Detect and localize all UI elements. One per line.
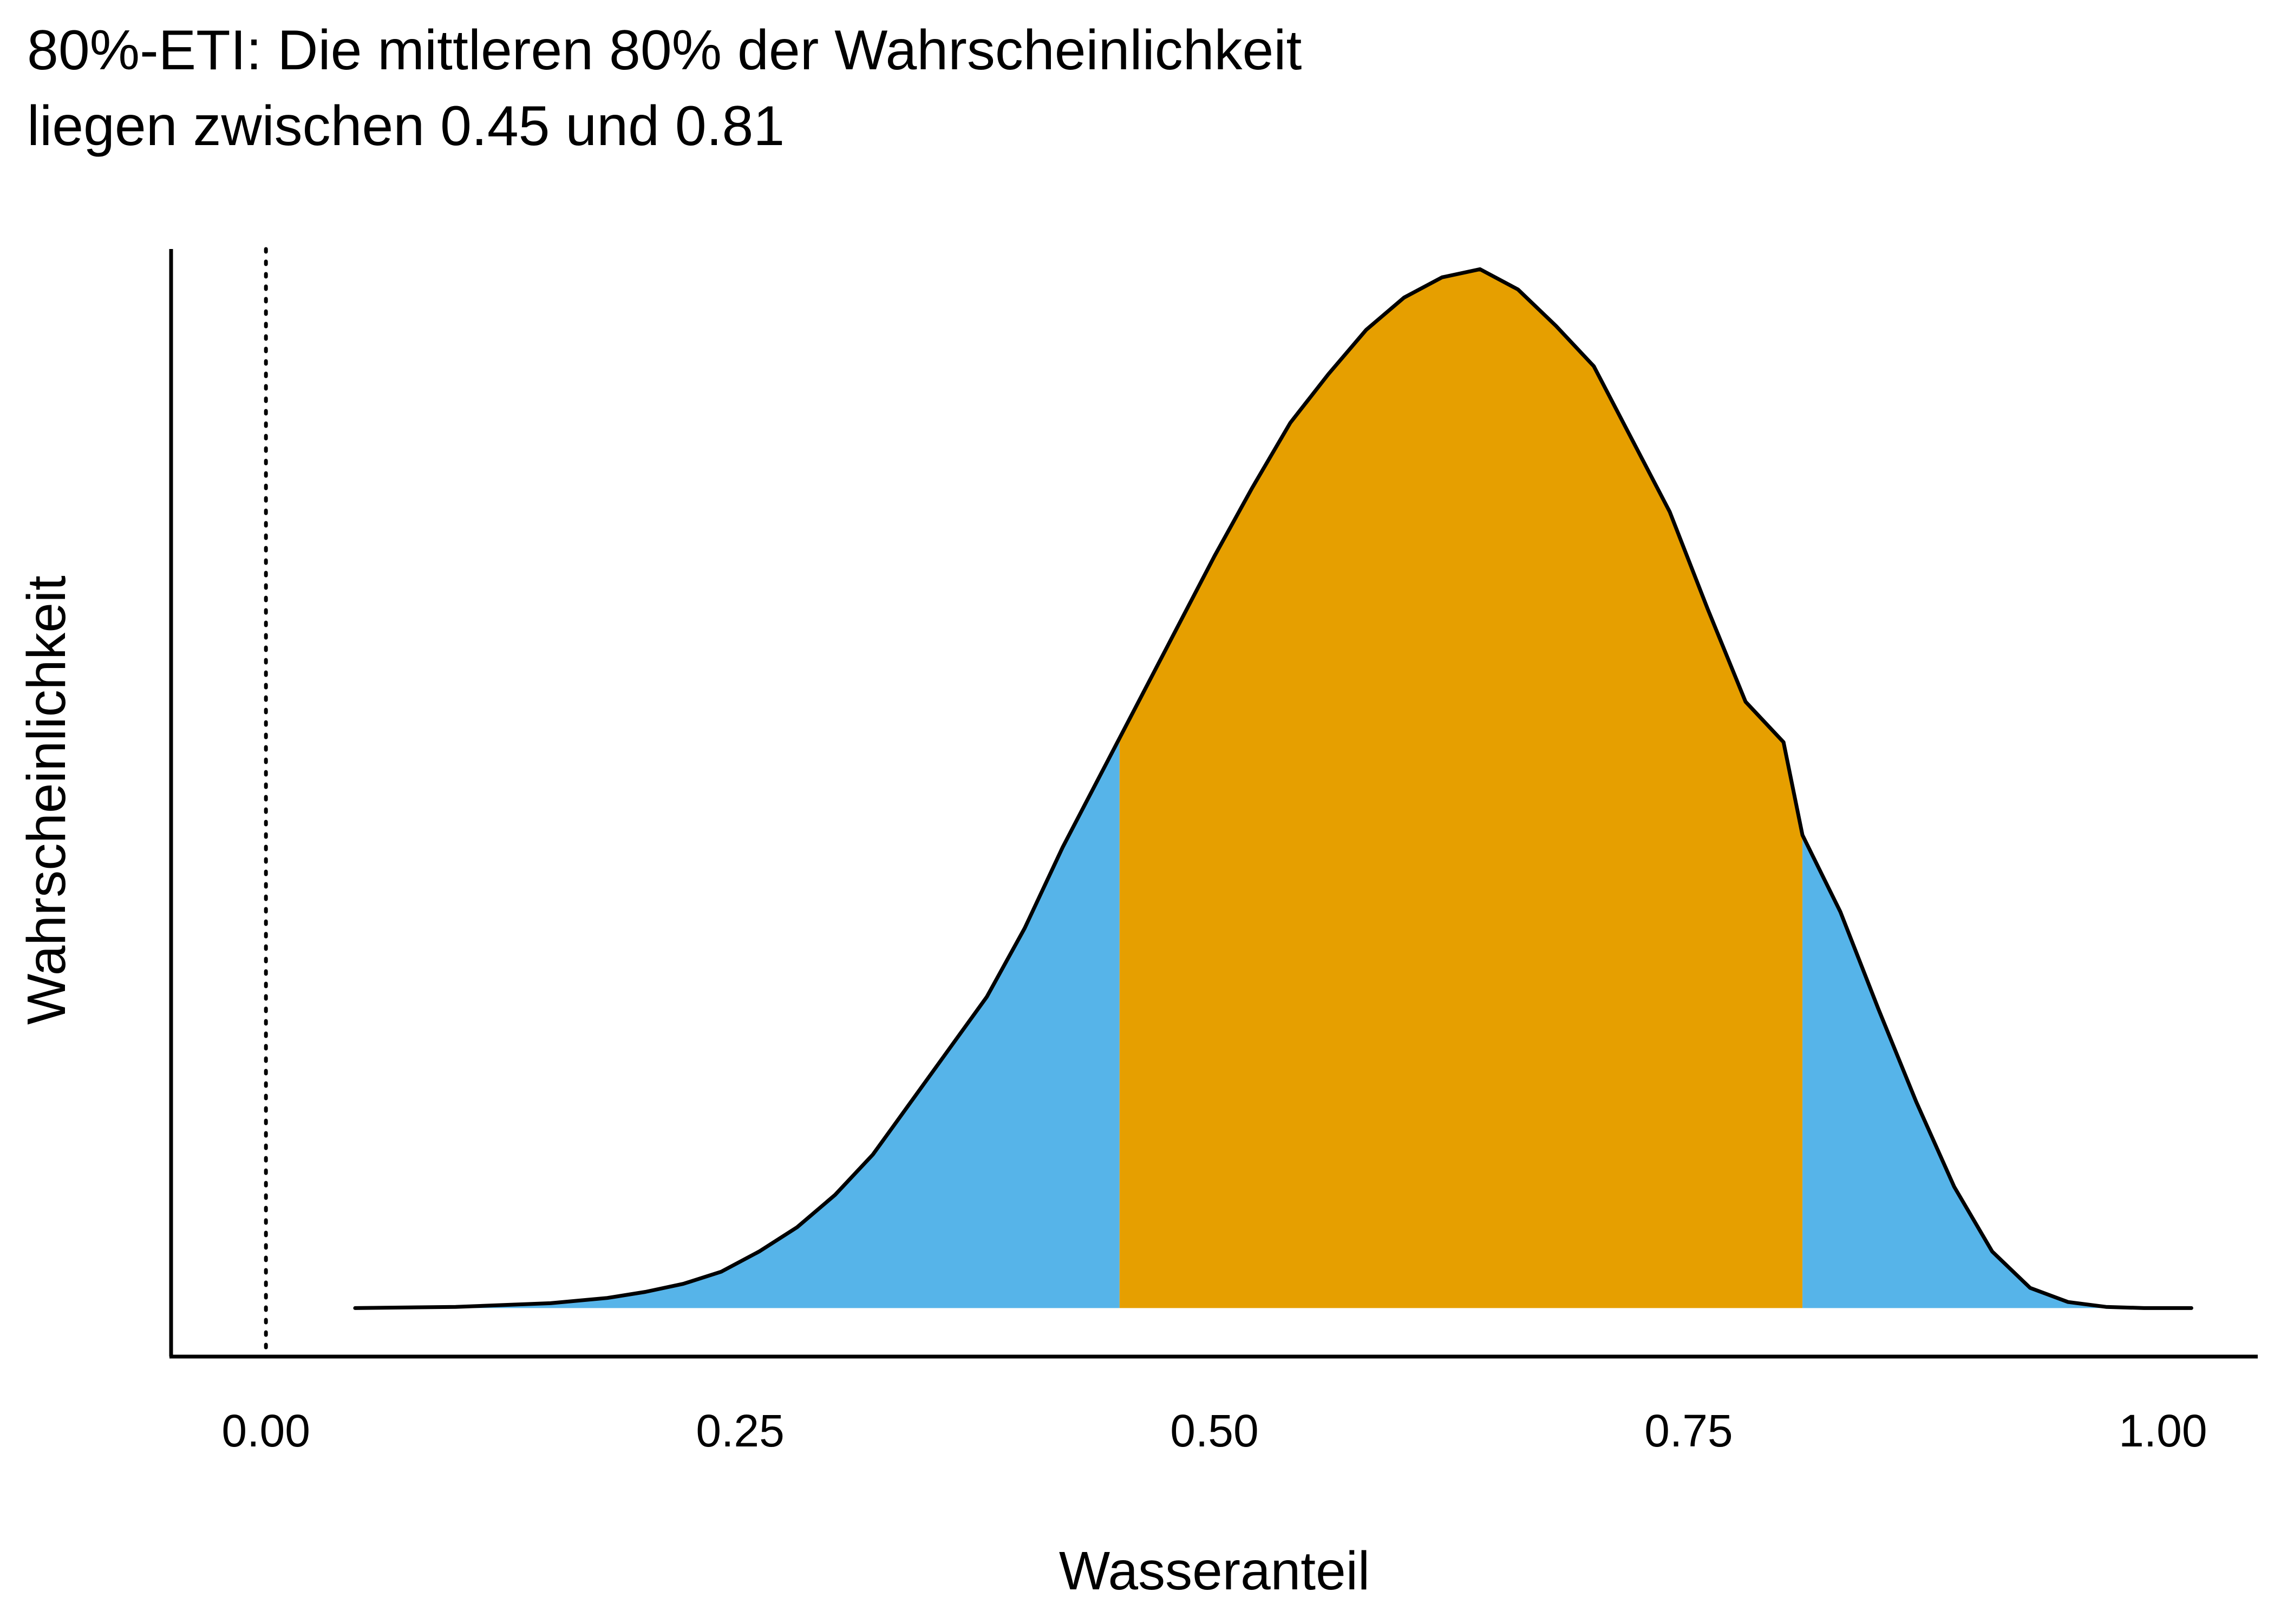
x-axis-ticks: 0.00 0.25 0.50 0.75 1.00 <box>221 1405 2207 1456</box>
left-tail-area <box>355 738 1120 1308</box>
x-axis-title: Wasseranteil <box>1059 1541 1370 1601</box>
chart-title-line-2: liegen zwischen 0.45 und 0.81 <box>27 95 785 158</box>
x-tick-label: 0.00 <box>221 1405 310 1456</box>
y-axis-title: Wahrscheinlichkeit <box>16 575 77 1025</box>
x-tick-label: 0.25 <box>696 1405 785 1456</box>
chart-title-line-1: 80%-ETI: Die mittleren 80% der Wahrschei… <box>27 19 1302 82</box>
density-curve <box>353 267 2193 1310</box>
x-tick-label: 0.50 <box>1170 1405 1259 1456</box>
right-tail-area <box>1802 835 2192 1308</box>
plot-area <box>264 247 2193 1359</box>
x-tick-label: 1.00 <box>2119 1405 2207 1456</box>
x-tick-label: 0.75 <box>1644 1405 1733 1456</box>
eti-interval-area <box>1119 269 1803 1308</box>
